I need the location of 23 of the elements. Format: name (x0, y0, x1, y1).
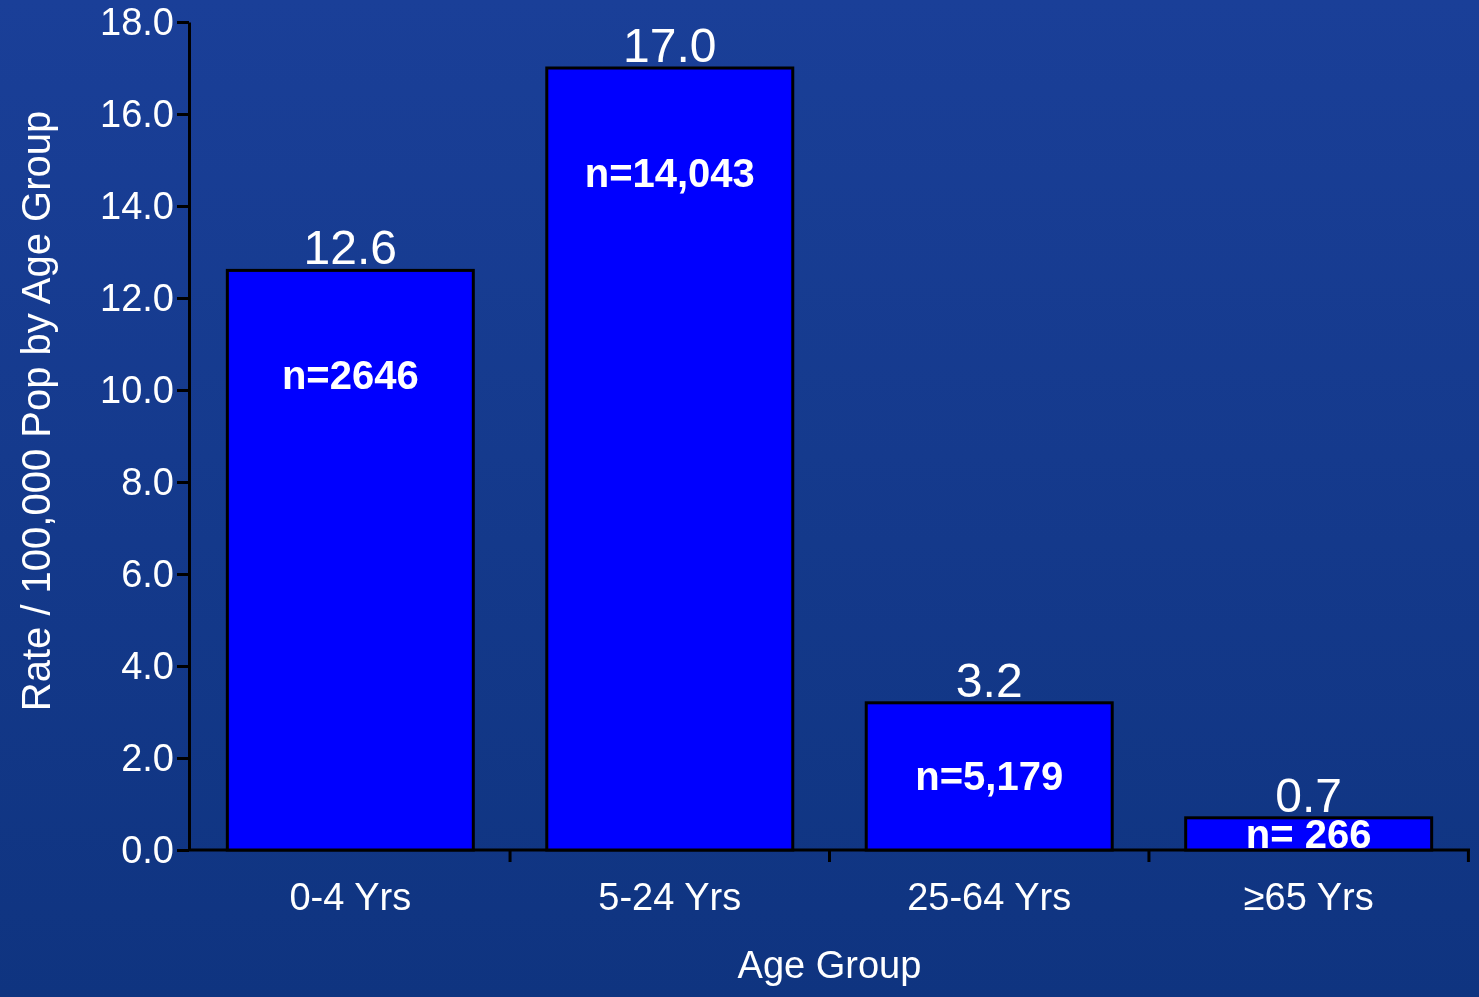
annotation: n=14,043 (584, 151, 755, 195)
data-label: 12.6 (303, 221, 398, 275)
y-tick-label: 12.0 (100, 276, 174, 319)
x-tick-label: ≥65 Yrs (1243, 876, 1374, 918)
y-tick-label: 14.0 (100, 184, 174, 227)
y-tick-label: 4.0 (121, 644, 174, 687)
y-tick-label: 8.0 (121, 460, 174, 503)
y-tick-label: 10.0 (100, 368, 174, 411)
annotation: n= 266 (1245, 811, 1372, 856)
x-tick-label: 25-64 Yrs (907, 876, 1072, 918)
x-tick-label: 0-4 Yrs (289, 876, 412, 918)
y-tick-label: 6.0 (121, 552, 174, 595)
x-axis-title: Age Group (737, 944, 922, 986)
data-label: 3.2 (955, 653, 1023, 707)
x-tick-label: 5-24 Yrs (598, 876, 742, 918)
y-axis-title: Rate / 100,000 Pop by Age Group (14, 110, 58, 712)
annotation: n=2646 (281, 353, 419, 398)
y-tick-label: 16.0 (100, 92, 174, 135)
data-label: 17.0 (623, 19, 717, 72)
y-tick-label: 2.0 (121, 736, 174, 779)
annotation: n=5,179 (915, 754, 1064, 799)
y-tick-label: 18.0 (100, 0, 174, 43)
y-tick-label: 0.0 (121, 828, 174, 871)
